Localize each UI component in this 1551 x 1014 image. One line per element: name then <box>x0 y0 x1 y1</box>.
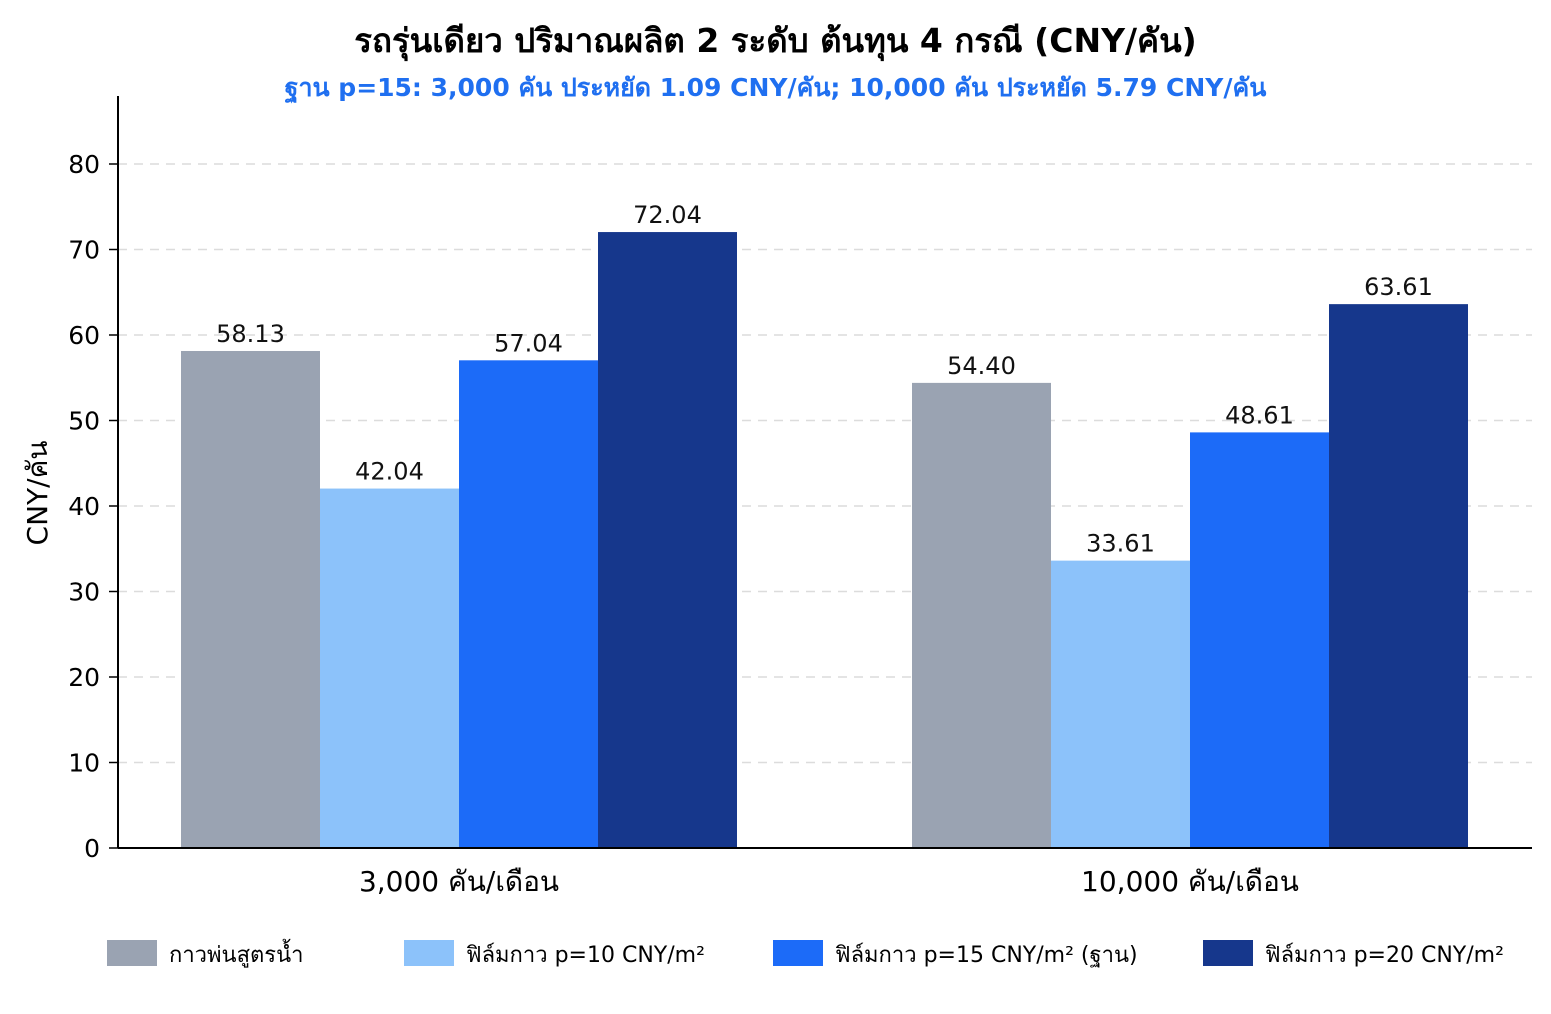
legend-swatch <box>1203 940 1253 966</box>
x-tick-label: 3,000 คัน/เดือน <box>359 865 559 898</box>
y-tick-label: 40 <box>68 492 100 521</box>
bar-value-label: 58.13 <box>216 320 285 348</box>
y-tick-label: 0 <box>84 834 100 863</box>
legend-label: กาวพ่นสูตรน้ำ <box>169 939 304 968</box>
legend-label: ฟิล์มกาว p=10 CNY/m² <box>466 943 705 968</box>
legend-swatch <box>404 940 454 966</box>
y-tick-label: 80 <box>68 150 100 179</box>
bar-value-label: 57.04 <box>494 329 563 357</box>
y-tick-label: 20 <box>68 663 100 692</box>
x-tick-label: 10,000 คัน/เดือน <box>1081 865 1299 898</box>
bar <box>1329 304 1468 848</box>
y-axis-title: CNY/คัน <box>21 441 54 546</box>
chart-subtitle: ฐาน p=15: 3,000 คัน ประหยัด 1.09 CNY/คัน… <box>284 73 1267 102</box>
bar <box>459 360 598 848</box>
y-tick-label: 50 <box>68 407 100 436</box>
bar-value-label: 54.40 <box>947 352 1016 380</box>
bar <box>320 488 459 848</box>
bar-value-label: 42.04 <box>355 458 424 486</box>
bar-value-label: 33.61 <box>1086 530 1155 558</box>
legend-label: ฟิล์มกาว p=15 CNY/m² (ฐาน) <box>835 943 1138 968</box>
y-tick-label: 60 <box>68 321 100 350</box>
y-tick-label: 70 <box>68 236 100 265</box>
legend-swatch <box>107 940 157 966</box>
legend-swatch <box>773 940 823 966</box>
y-tick-label: 30 <box>68 578 100 607</box>
bar <box>1051 560 1190 848</box>
legend-label: ฟิล์มกาว p=20 CNY/m² <box>1265 943 1504 968</box>
bar-value-label: 63.61 <box>1364 273 1433 301</box>
chart-title: รถรุ่นเดียว ปริมาณผลิต 2 ระดับ ต้นทุน 4 … <box>354 21 1197 60</box>
bar-value-label: 72.04 <box>633 201 702 229</box>
y-tick-label: 10 <box>68 749 100 778</box>
bar <box>181 350 320 848</box>
bar <box>912 382 1051 848</box>
bar <box>598 232 737 849</box>
bar <box>1190 432 1329 848</box>
bar-value-label: 48.61 <box>1225 401 1294 429</box>
